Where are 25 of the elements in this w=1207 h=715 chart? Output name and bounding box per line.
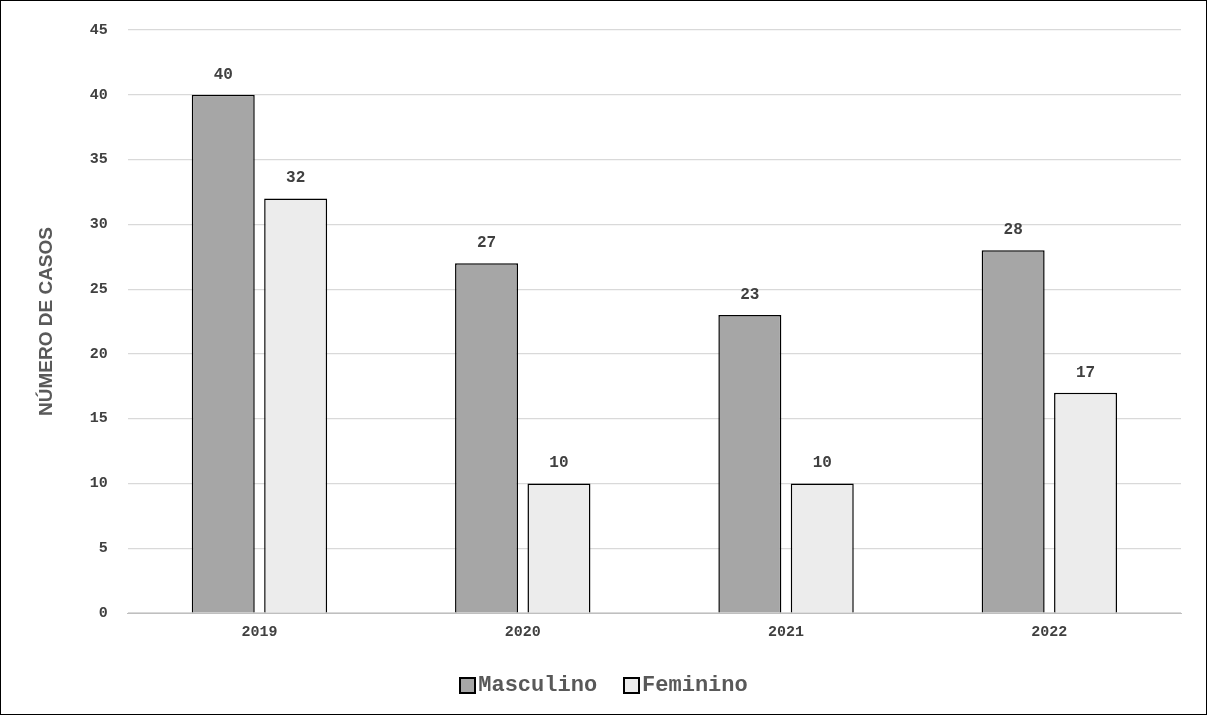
y-tick-label: 10 [89, 475, 108, 493]
y-tick-label: 5 [98, 540, 108, 557]
y-tick-label: 25 [89, 280, 108, 298]
y-tick-label: 35 [89, 151, 108, 169]
y-tick-label: 15 [89, 410, 108, 428]
x-tick-label: 2021 [768, 623, 805, 641]
y-tick-label: 20 [89, 345, 108, 363]
data-label: 28 [1003, 221, 1023, 240]
data-label: 17 [1075, 363, 1096, 382]
y-tick-label: 45 [89, 21, 108, 39]
y-axis-title: NÚMERO DE CASOS [34, 227, 56, 416]
data-label: 10 [549, 454, 569, 473]
y-tick-label: 30 [89, 216, 108, 234]
x-tick-label: 2020 [504, 623, 541, 641]
y-tick-label: 0 [98, 604, 108, 622]
legend-label: Feminino [642, 673, 748, 698]
x-tick-label: 2019 [241, 623, 278, 641]
data-label: 10 [812, 454, 832, 473]
y-tick-label: 40 [89, 86, 108, 104]
x-tick-label: 2022 [1031, 623, 1068, 641]
data-label: 40 [213, 65, 233, 84]
legend-label: Masculino [478, 673, 598, 698]
data-label: 27 [476, 234, 497, 253]
data-label: 23 [740, 286, 760, 305]
data-label: 32 [286, 169, 306, 188]
